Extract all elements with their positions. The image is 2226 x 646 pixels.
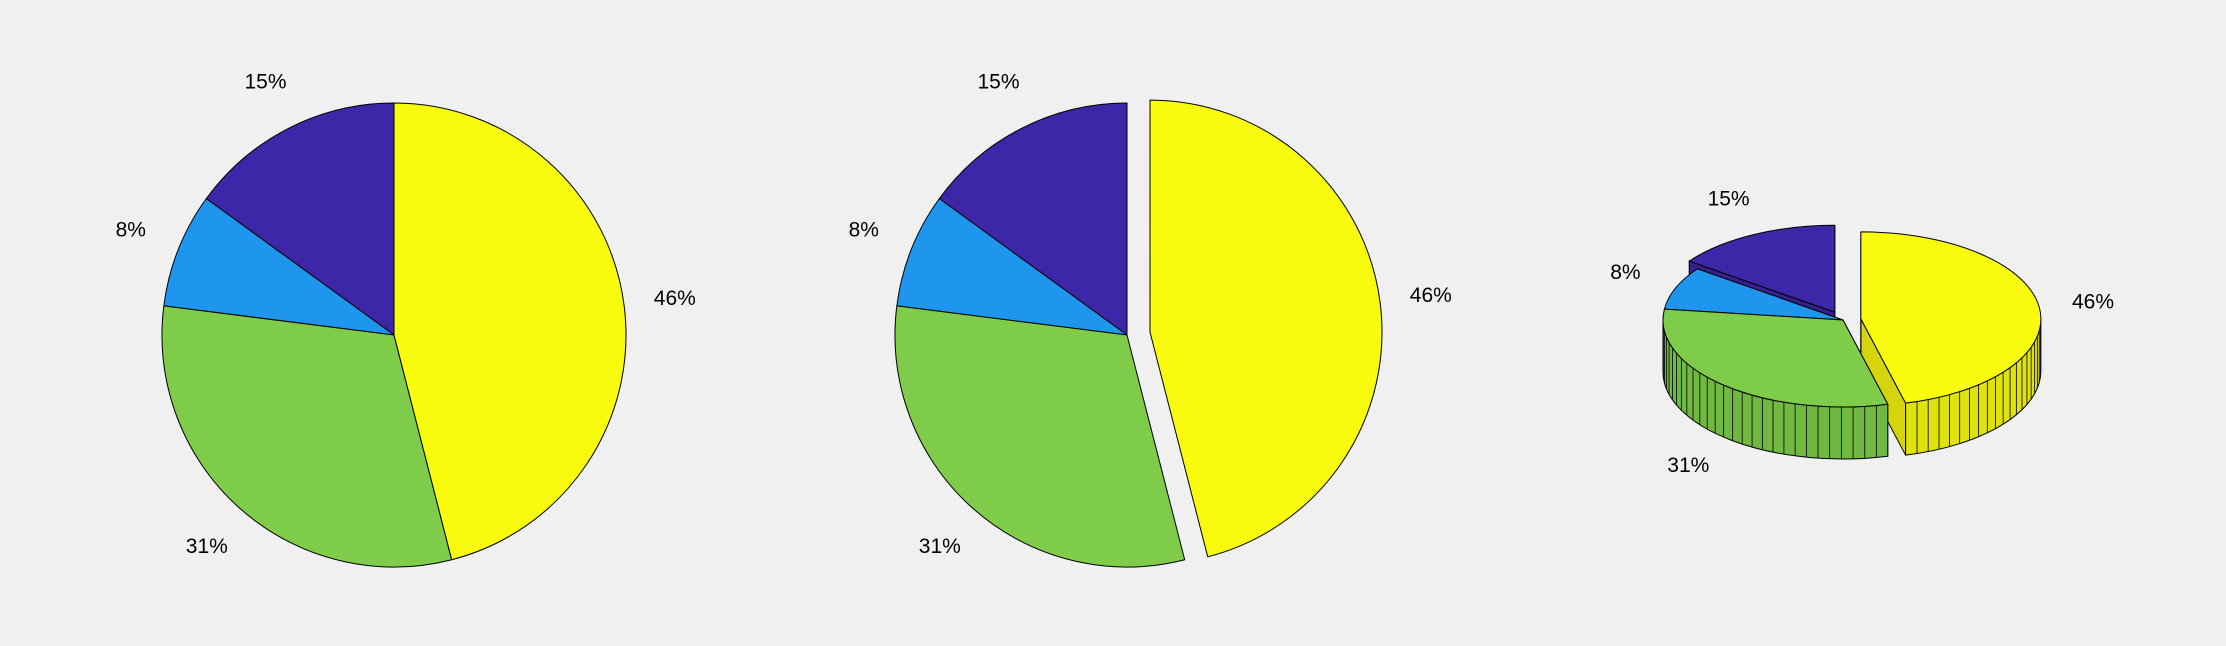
pie-slice-46pct [393,102,627,561]
pie3d-label-46pct: 46% [2072,291,2114,314]
slice-label-31pct: 31% [919,535,961,558]
pie-slice-31pct [161,305,453,568]
slice-label-15pct: 15% [977,70,1019,93]
pie-slice-46pct [1149,99,1383,558]
pie-chart-3d: 15% 8% 31% 46% [1610,187,2114,477]
pie3d-top-15pct [1688,224,1836,313]
pie-slice-8pct [896,198,1128,336]
pie-slice-15pct [205,102,395,336]
pie3d-top-31pct [1662,308,1889,408]
pie3d-top-46pct [1860,231,2042,404]
slice-label-46pct: 46% [654,287,696,310]
pie3d-top-8pct [1663,268,1844,321]
pie3d-slice-31pct [1662,308,1889,460]
slice-label-15pct: 15% [244,70,286,93]
pie-slice-8pct [163,198,395,336]
pie-chart-plain: 15% 8% 31% 46% [116,70,696,568]
slice-label-31pct: 31% [186,535,228,558]
slice-label-46pct: 46% [1410,284,1452,307]
pie-slice-31pct [894,305,1186,568]
pie-slice-15pct [938,102,1128,336]
pie3d-label-15pct: 15% [1708,187,1750,210]
pie3d-label-31pct: 31% [1667,454,1709,477]
pie3d-label-8pct: 8% [1610,261,1640,284]
slice-label-8pct: 8% [849,218,879,241]
pie-chart-exploded: 15% 8% 31% 46% [849,70,1452,568]
pie3d-slice-46pct [1860,231,2042,456]
slice-label-8pct: 8% [116,218,146,241]
